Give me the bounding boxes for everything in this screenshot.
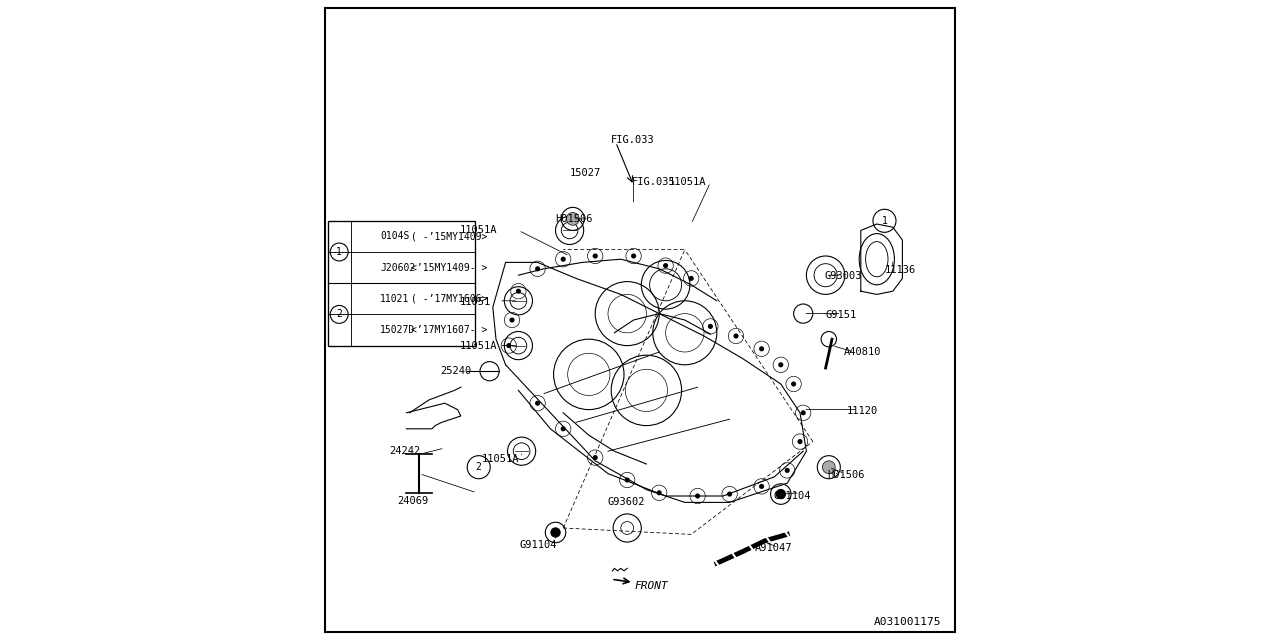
Circle shape xyxy=(506,343,511,348)
Text: 11021: 11021 xyxy=(380,294,410,304)
Text: A031001175: A031001175 xyxy=(873,617,941,627)
Text: 2: 2 xyxy=(337,309,342,319)
Circle shape xyxy=(550,528,561,537)
Circle shape xyxy=(727,492,732,497)
Text: G93003: G93003 xyxy=(824,271,861,282)
Circle shape xyxy=(776,490,786,499)
Text: 11051A: 11051A xyxy=(668,177,707,188)
Text: A40810: A40810 xyxy=(844,347,881,357)
Circle shape xyxy=(657,490,662,495)
Text: 11051A: 11051A xyxy=(460,225,497,236)
Circle shape xyxy=(566,212,579,225)
Text: G9151: G9151 xyxy=(826,310,856,320)
Bar xyxy=(328,221,475,346)
Text: FIG.035: FIG.035 xyxy=(632,177,676,188)
Text: G91104: G91104 xyxy=(773,491,810,501)
Circle shape xyxy=(689,276,694,281)
Circle shape xyxy=(593,455,598,460)
Text: 25240: 25240 xyxy=(440,366,471,376)
Circle shape xyxy=(593,253,598,259)
Text: 2: 2 xyxy=(476,462,481,472)
Circle shape xyxy=(791,381,796,387)
Text: 11051A: 11051A xyxy=(481,454,518,464)
Text: A91047: A91047 xyxy=(755,543,792,554)
Circle shape xyxy=(778,362,783,367)
Text: 11051A: 11051A xyxy=(460,340,497,351)
Text: G91104: G91104 xyxy=(520,540,557,550)
Text: 15027D: 15027D xyxy=(380,325,416,335)
Circle shape xyxy=(663,263,668,268)
Circle shape xyxy=(801,410,806,415)
Circle shape xyxy=(695,493,700,499)
Circle shape xyxy=(823,461,835,474)
Text: 0104S: 0104S xyxy=(380,232,410,241)
Text: 1: 1 xyxy=(337,247,342,257)
Circle shape xyxy=(509,317,515,323)
Text: 11120: 11120 xyxy=(847,406,878,416)
Text: 11136: 11136 xyxy=(884,265,915,275)
Text: FIG.033: FIG.033 xyxy=(612,134,655,145)
Circle shape xyxy=(785,468,790,473)
Circle shape xyxy=(759,484,764,489)
Text: G93602: G93602 xyxy=(608,497,645,508)
Circle shape xyxy=(535,266,540,271)
Circle shape xyxy=(561,426,566,431)
Circle shape xyxy=(759,346,764,351)
Text: 1: 1 xyxy=(882,216,887,226)
Circle shape xyxy=(797,439,803,444)
Text: 15027: 15027 xyxy=(570,168,600,178)
Text: <’15MY1409- >: <’15MY1409- > xyxy=(411,262,488,273)
Text: <’17MY1607- >: <’17MY1607- > xyxy=(411,325,488,335)
Text: H01506: H01506 xyxy=(828,470,865,480)
Circle shape xyxy=(733,333,739,339)
Text: 11051: 11051 xyxy=(460,297,490,307)
Circle shape xyxy=(631,253,636,259)
Circle shape xyxy=(625,477,630,483)
Circle shape xyxy=(708,324,713,329)
Text: 24242: 24242 xyxy=(389,446,420,456)
Text: H01506: H01506 xyxy=(556,214,593,224)
Text: FRONT: FRONT xyxy=(635,580,668,591)
Text: ( -’17MY1606>: ( -’17MY1606> xyxy=(411,294,488,304)
Circle shape xyxy=(535,401,540,406)
Text: J20602: J20602 xyxy=(380,262,416,273)
Circle shape xyxy=(561,257,566,262)
Text: ( -’15MY1409>: ( -’15MY1409> xyxy=(411,232,488,241)
Text: 24069: 24069 xyxy=(397,496,428,506)
Circle shape xyxy=(516,289,521,294)
